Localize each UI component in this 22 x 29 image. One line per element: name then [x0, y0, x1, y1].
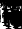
Text: $10^{-5}$: $10^{-5}$: [0, 0, 22, 6]
Text: Suggested scheme of events after the s.c. administration of soluble human insuli: Suggested scheme of events after the s.c…: [3, 9, 22, 29]
Text: Chapter 9  •  Drug absorption and routes of administration: Chapter 9 • Drug absorption and routes o…: [3, 1, 22, 24]
Text: 354: 354: [1, 1, 22, 25]
Text: Figure 9.19 offers a diagrammatic repre-sentation of the events following s.c. a: Figure 9.19 offers a diagrammatic repre-…: [1, 12, 22, 29]
Text: (a): (a): [16, 11, 22, 28]
Text: tissue: tissue: [0, 0, 22, 5]
Text: $10^{-3}$: $10^{-3}$: [0, 0, 22, 6]
Text: The use of insulins in solution obviates the potential source of error which ari: The use of insulins in solution obviates…: [1, 13, 22, 29]
Text: membrane: membrane: [0, 0, 6, 9]
Text: Self-regulating systems: Self-regulating systems: [12, 13, 22, 29]
Text: Zn$^{2+}$: Zn$^{2+}$: [0, 0, 22, 7]
Text: to diffusion and as an active site of degrada-tion.: to diffusion and as an active site of de…: [1, 12, 22, 29]
Text: Reproduced from F. Fishel-Ghodsian and J. M. Newton, J. Drug Targeting, 1, 67 (1: Reproduced from F. Fishel-Ghodsian and J…: [11, 8, 22, 22]
Text: Molar concentration: Molar concentration: [0, 0, 6, 6]
Text: Subcutaneous: Subcutaneous: [0, 0, 22, 5]
Text: Diffusion: Diffusion: [0, 0, 6, 7]
Text: The hydrogen ion concentration of insulin preparations influences their stabilit: The hydrogen ion concentration of insuli…: [1, 15, 22, 29]
Text: Figure 9.19: Figure 9.19: [1, 9, 22, 27]
Text: pH: pH: [3, 5, 22, 23]
Text: Figure 9.20: Figure 9.20: [11, 19, 22, 29]
Text: $10^{-8}$: $10^{-8}$: [0, 0, 22, 6]
Text: Reproduced from J. Brange, D. R. Owens, S. Kang and A. Velund, Diabetes Care, 13: Reproduced from J. Brange, D. R. Owens, …: [1, 0, 22, 12]
Text: $10^{-4}$: $10^{-4}$: [0, 0, 22, 6]
Text: (b): (b): [21, 11, 22, 28]
Text: Capillary: Capillary: [0, 0, 6, 8]
Text: The solubility dependence of (a) insulin and (b) trilysyl insulin, a chemically : The solubility dependence of (a) insulin…: [13, 19, 22, 29]
Text: A self-regulating delivery system such as the artificial β-cell is of obvious cl: A self-regulating delivery system such a…: [12, 14, 22, 29]
Text: absorption rate of intermediate acting insulins. This can lead to difficulty in : absorption rate of intermediate acting i…: [12, 12, 22, 29]
